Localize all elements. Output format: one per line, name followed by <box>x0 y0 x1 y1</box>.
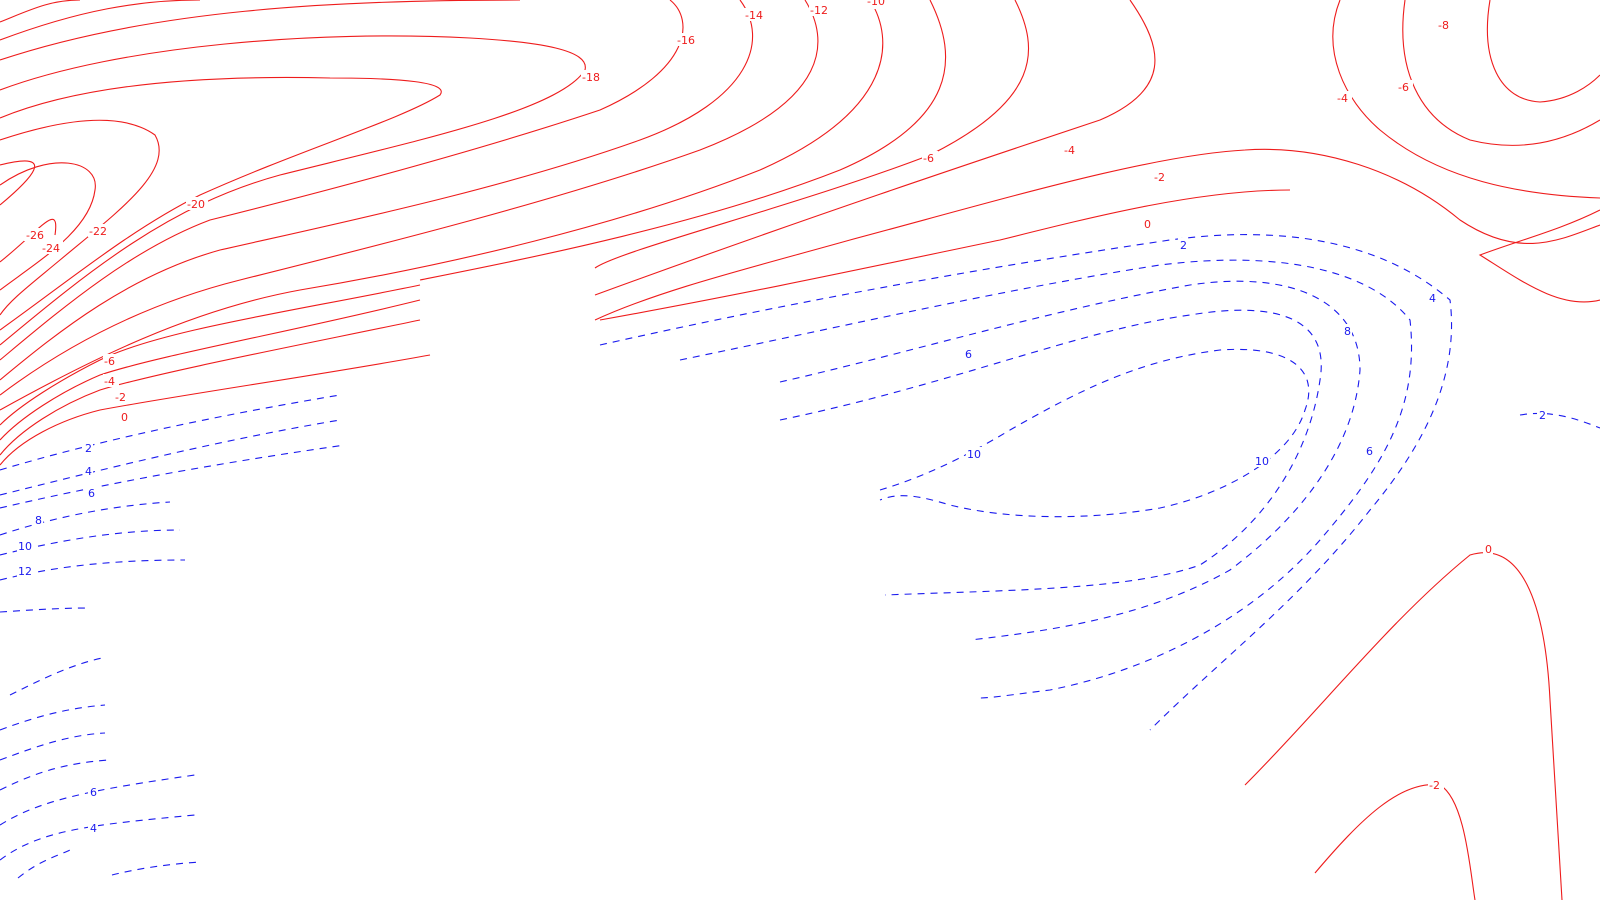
contour-label: -22 <box>89 225 107 238</box>
contour-line <box>0 0 884 411</box>
contour-label: -24 <box>42 242 60 255</box>
contour-line <box>0 35 586 346</box>
contour-line <box>9 657 103 696</box>
contour-line <box>1244 552 1563 900</box>
contour-line <box>0 76 442 331</box>
contour-label: -6 <box>1398 81 1409 94</box>
contour-line <box>0 394 341 471</box>
contour-line <box>1519 412 1600 429</box>
contour-line <box>0 774 196 826</box>
contour-line <box>0 0 819 396</box>
contour-line <box>0 559 186 581</box>
contour-label: 10 <box>967 448 981 461</box>
contour-line <box>0 160 36 206</box>
contour-line <box>1332 0 1600 199</box>
contour-line <box>0 529 181 556</box>
contour-line <box>0 148 1600 456</box>
contour-line <box>419 0 947 281</box>
contour-label: -10 <box>867 0 885 8</box>
contour-label: 10 <box>1255 455 1269 468</box>
contour-label: -6 <box>923 152 934 165</box>
contour-line <box>679 259 1413 699</box>
contour-label: 0 <box>121 411 128 424</box>
contour-label: 2 <box>1180 239 1187 252</box>
contour-label: -2 <box>1154 171 1165 184</box>
contour-label: -2 <box>115 391 126 404</box>
contour-line <box>17 849 71 879</box>
contour-label: -4 <box>1064 144 1075 157</box>
contour-label: 2 <box>1539 409 1546 422</box>
contour-label: 6 <box>1366 445 1373 458</box>
contour-line <box>0 0 684 361</box>
contour-line <box>0 162 96 291</box>
contour-line <box>0 189 1291 466</box>
contour-label: -4 <box>104 375 115 388</box>
positive-contours <box>0 234 1600 879</box>
contour-label: 4 <box>85 465 92 478</box>
contour-line <box>0 607 91 613</box>
contour-line <box>1314 784 1476 900</box>
contour-line <box>779 309 1322 596</box>
contour-label: -12 <box>810 4 828 17</box>
contour-line <box>0 732 106 761</box>
contour-label: -16 <box>677 34 695 47</box>
contour-label: 10 <box>18 540 32 553</box>
contour-label: -14 <box>745 9 763 22</box>
contour-label: 8 <box>1344 325 1351 338</box>
contour-line <box>0 759 109 791</box>
contour-line <box>0 444 346 509</box>
contour-label: 12 <box>18 565 32 578</box>
contour-line <box>111 861 201 876</box>
contour-label: -6 <box>104 355 115 368</box>
contour-line <box>0 814 196 861</box>
contour-label: 4 <box>90 822 97 835</box>
contour-label: -18 <box>582 71 600 84</box>
contour-line <box>779 280 1361 641</box>
contour-label: 0 <box>1144 218 1151 231</box>
contour-label: 4 <box>1429 292 1436 305</box>
contour-label: 6 <box>90 786 97 799</box>
contour-label: 6 <box>965 348 972 361</box>
contour-line <box>0 0 754 381</box>
contour-label: -20 <box>187 198 205 211</box>
contour-line <box>0 419 341 496</box>
contour-line <box>1486 0 1600 103</box>
contour-labels: -26 -24 -22 -20 -18 -16 -14 -12 -10 -8 -… <box>17 0 1547 835</box>
contour-line <box>0 284 421 426</box>
contour-line <box>0 501 171 536</box>
contour-label: 2 <box>85 442 92 455</box>
contour-label: 8 <box>35 514 42 527</box>
contour-line <box>0 119 160 316</box>
contour-line <box>594 0 1030 269</box>
contour-label: 0 <box>1485 543 1492 556</box>
contour-line <box>1402 0 1600 146</box>
contour-line <box>0 704 106 731</box>
contour-line <box>1478 209 1600 303</box>
contour-label: -2 <box>1429 779 1440 792</box>
contour-label: -4 <box>1337 92 1348 105</box>
contour-label: 6 <box>88 487 95 500</box>
contour-line <box>0 0 1156 441</box>
contour-label: -8 <box>1438 19 1449 32</box>
contour-line <box>599 234 1453 731</box>
contour-line <box>0 218 57 263</box>
contour-line <box>879 348 1310 518</box>
contour-label: -26 <box>26 229 44 242</box>
